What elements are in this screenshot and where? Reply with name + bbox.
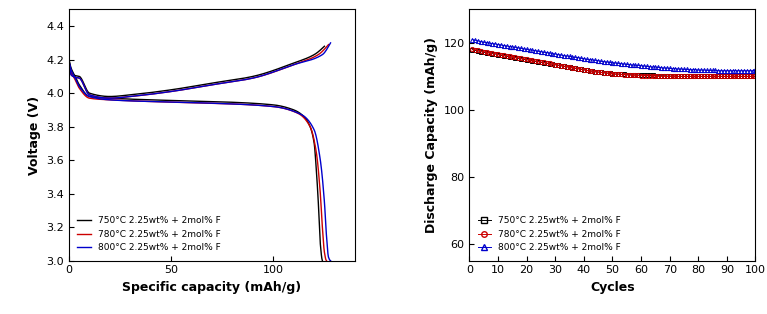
Legend: 750°C 2.25wt% + 2mol% F, 780°C 2.25wt% + 2mol% F, 800°C 2.25wt% + 2mol% F: 750°C 2.25wt% + 2mol% F, 780°C 2.25wt% +… — [74, 213, 224, 256]
X-axis label: Cycles: Cycles — [590, 281, 635, 294]
X-axis label: Specific capacity (mAh/g): Specific capacity (mAh/g) — [123, 281, 301, 294]
Y-axis label: Voltage (V): Voltage (V) — [28, 95, 41, 175]
Y-axis label: Discharge Capacity (mAh/g): Discharge Capacity (mAh/g) — [425, 37, 438, 233]
Legend: 750°C 2.25wt% + 2mol% F, 780°C 2.25wt% + 2mol% F, 800°C 2.25wt% + 2mol% F: 750°C 2.25wt% + 2mol% F, 780°C 2.25wt% +… — [474, 213, 624, 256]
